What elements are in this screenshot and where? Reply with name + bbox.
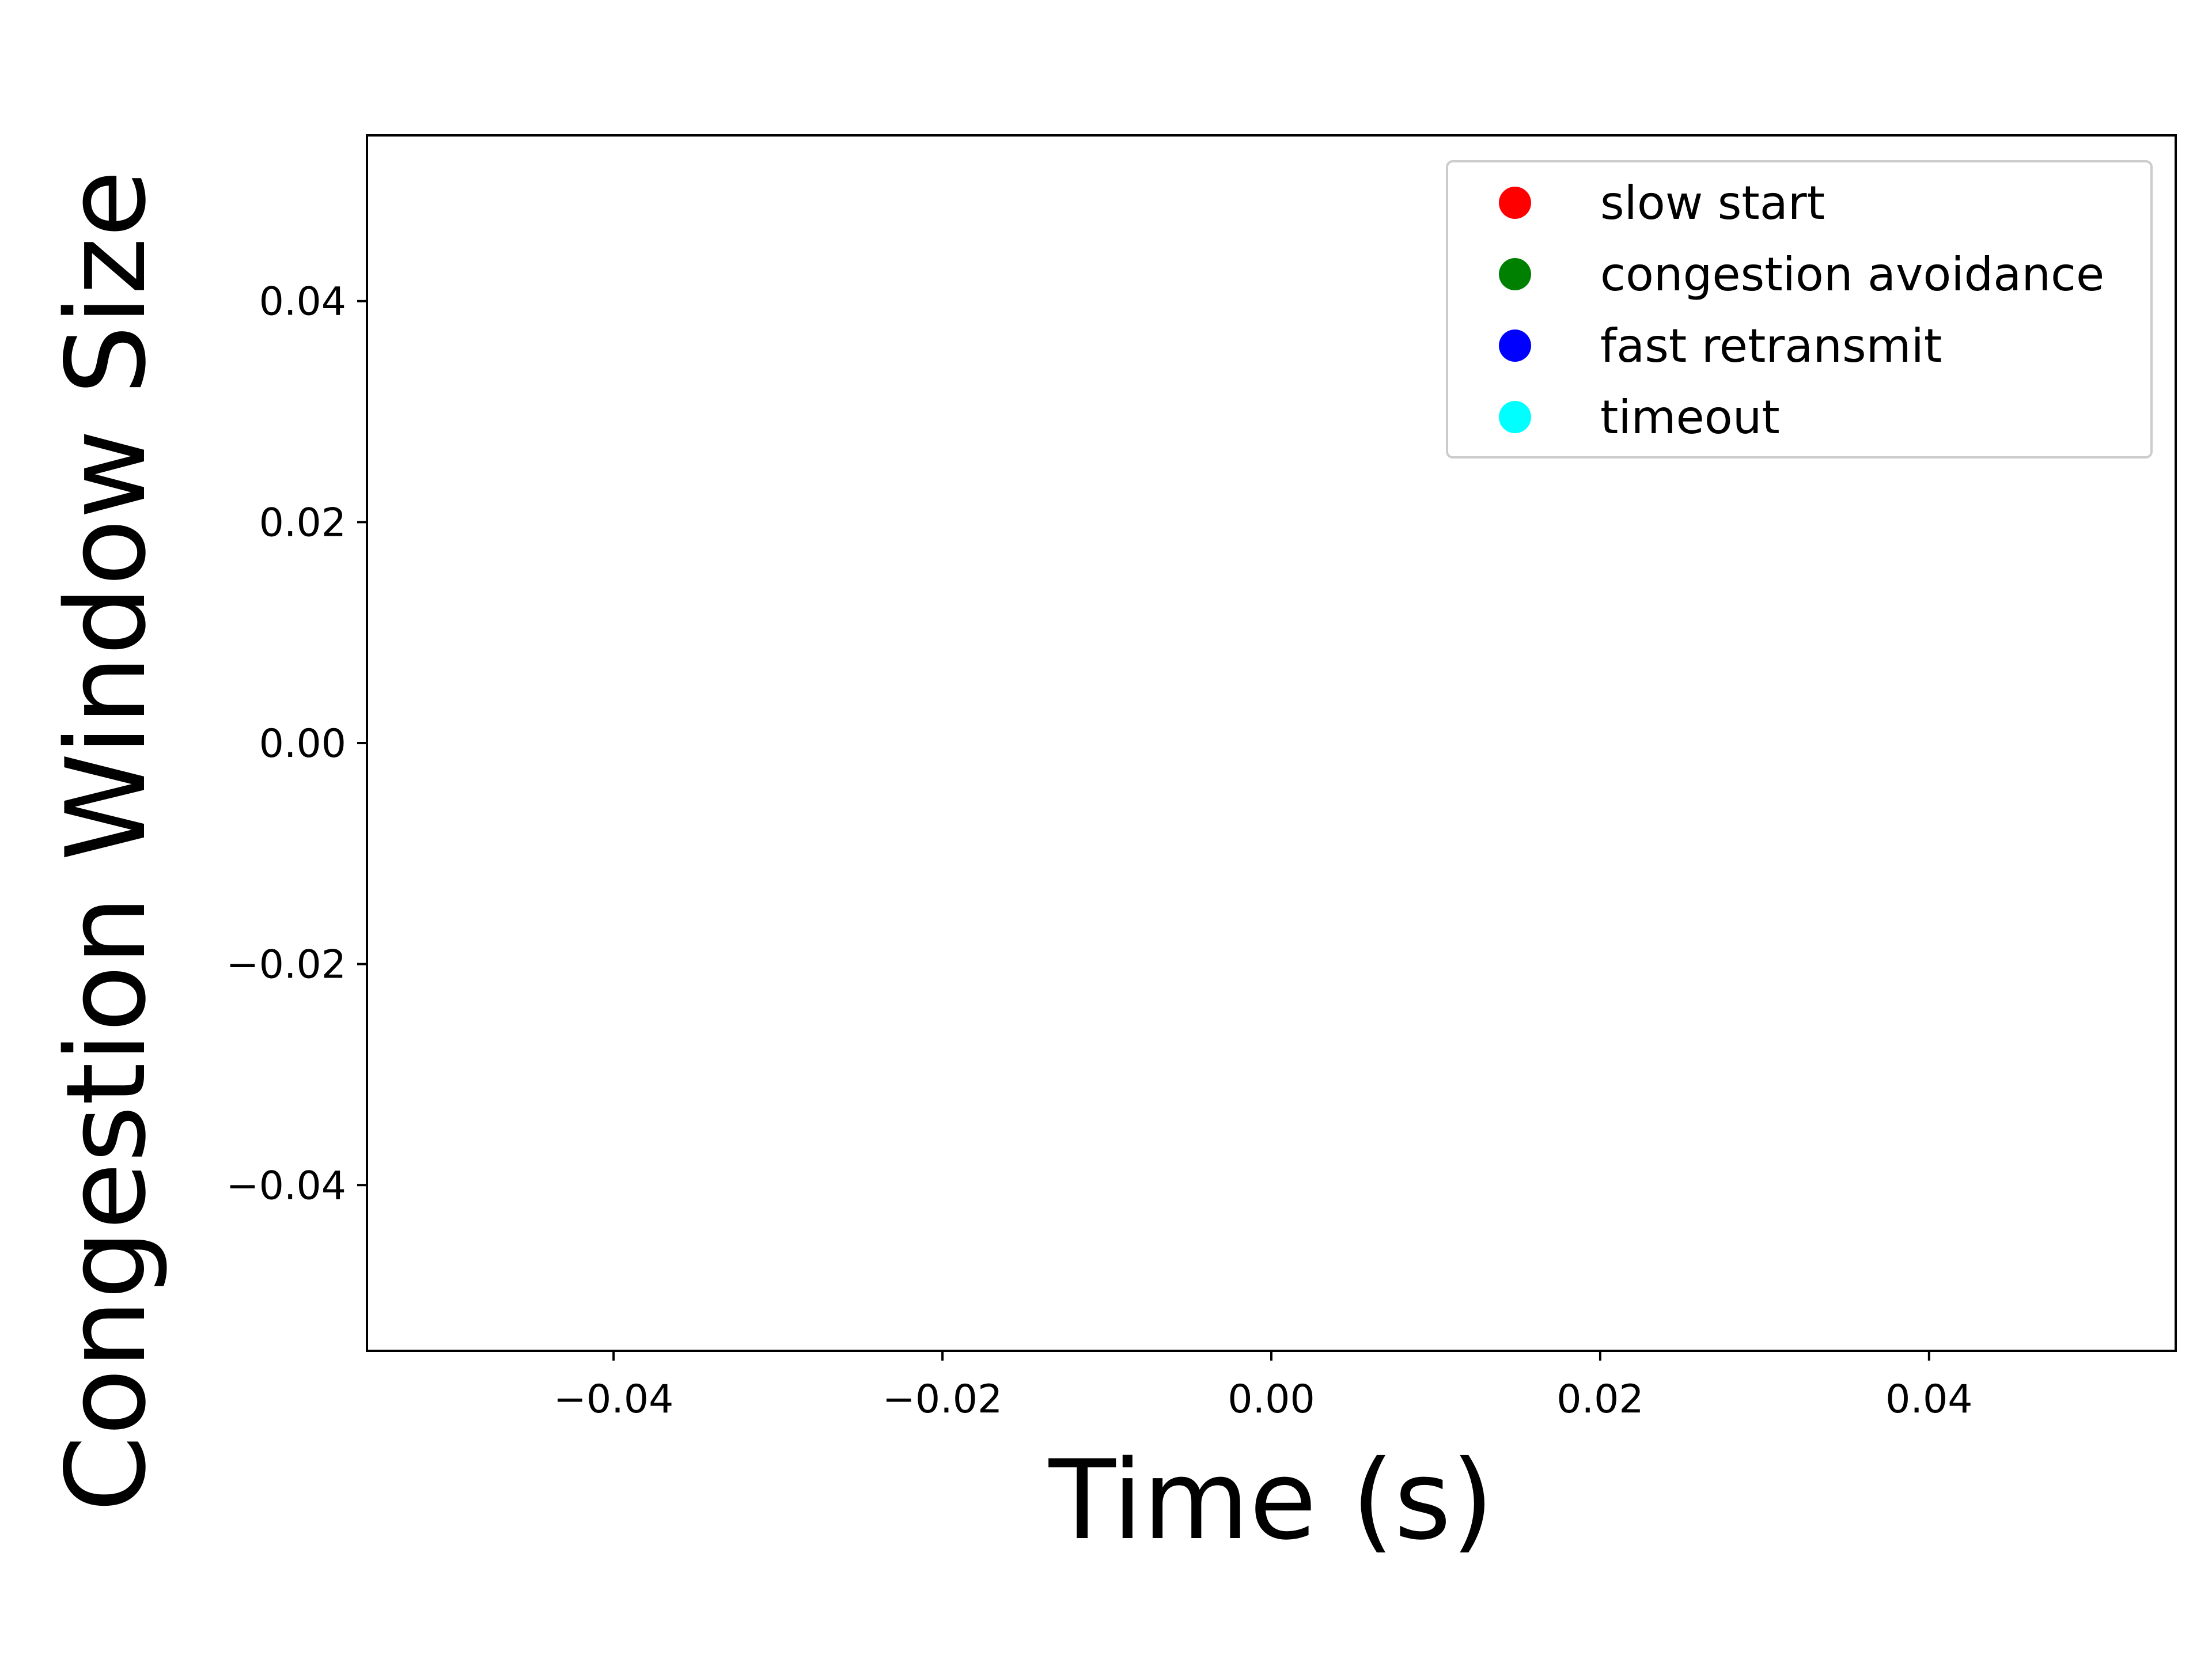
y-tick-label: 0.00	[259, 721, 346, 767]
legend-marker	[1499, 329, 1531, 362]
legend-marker	[1499, 187, 1531, 219]
legend-label: timeout	[1600, 391, 1780, 444]
y-tick-label: −0.04	[226, 1163, 346, 1209]
x-tick-label: 0.04	[1885, 1377, 1972, 1422]
x-tick-label: −0.02	[882, 1377, 1002, 1422]
x-tick-label: −0.04	[554, 1377, 673, 1422]
legend-label: fast retransmit	[1600, 319, 1942, 373]
y-tick-label: −0.02	[226, 942, 346, 988]
y-tick-label: 0.02	[259, 500, 346, 546]
x-axis-title: Time (s)	[1048, 1437, 1494, 1564]
legend-box	[1446, 160, 2153, 459]
y-tick-label: 0.04	[259, 279, 346, 325]
legend-marker	[1499, 258, 1531, 290]
legend-label: congestion avoidance	[1600, 248, 2104, 301]
y-axis-title: Congestion Window Size	[43, 170, 170, 1512]
axes-frame	[366, 134, 2177, 1352]
legend-label: slow start	[1600, 176, 1825, 230]
y-axis: −0.04 −0.02 0.00 0.02 0.04	[226, 279, 367, 1209]
x-tick-label: 0.00	[1228, 1377, 1315, 1422]
x-axis: −0.04 −0.02 0.00 0.02 0.04	[554, 1351, 1973, 1422]
legend-marker	[1499, 401, 1531, 433]
legend: slow start congestion avoidance fast retra…	[1446, 160, 2153, 459]
x-tick-label: 0.02	[1556, 1377, 1643, 1422]
